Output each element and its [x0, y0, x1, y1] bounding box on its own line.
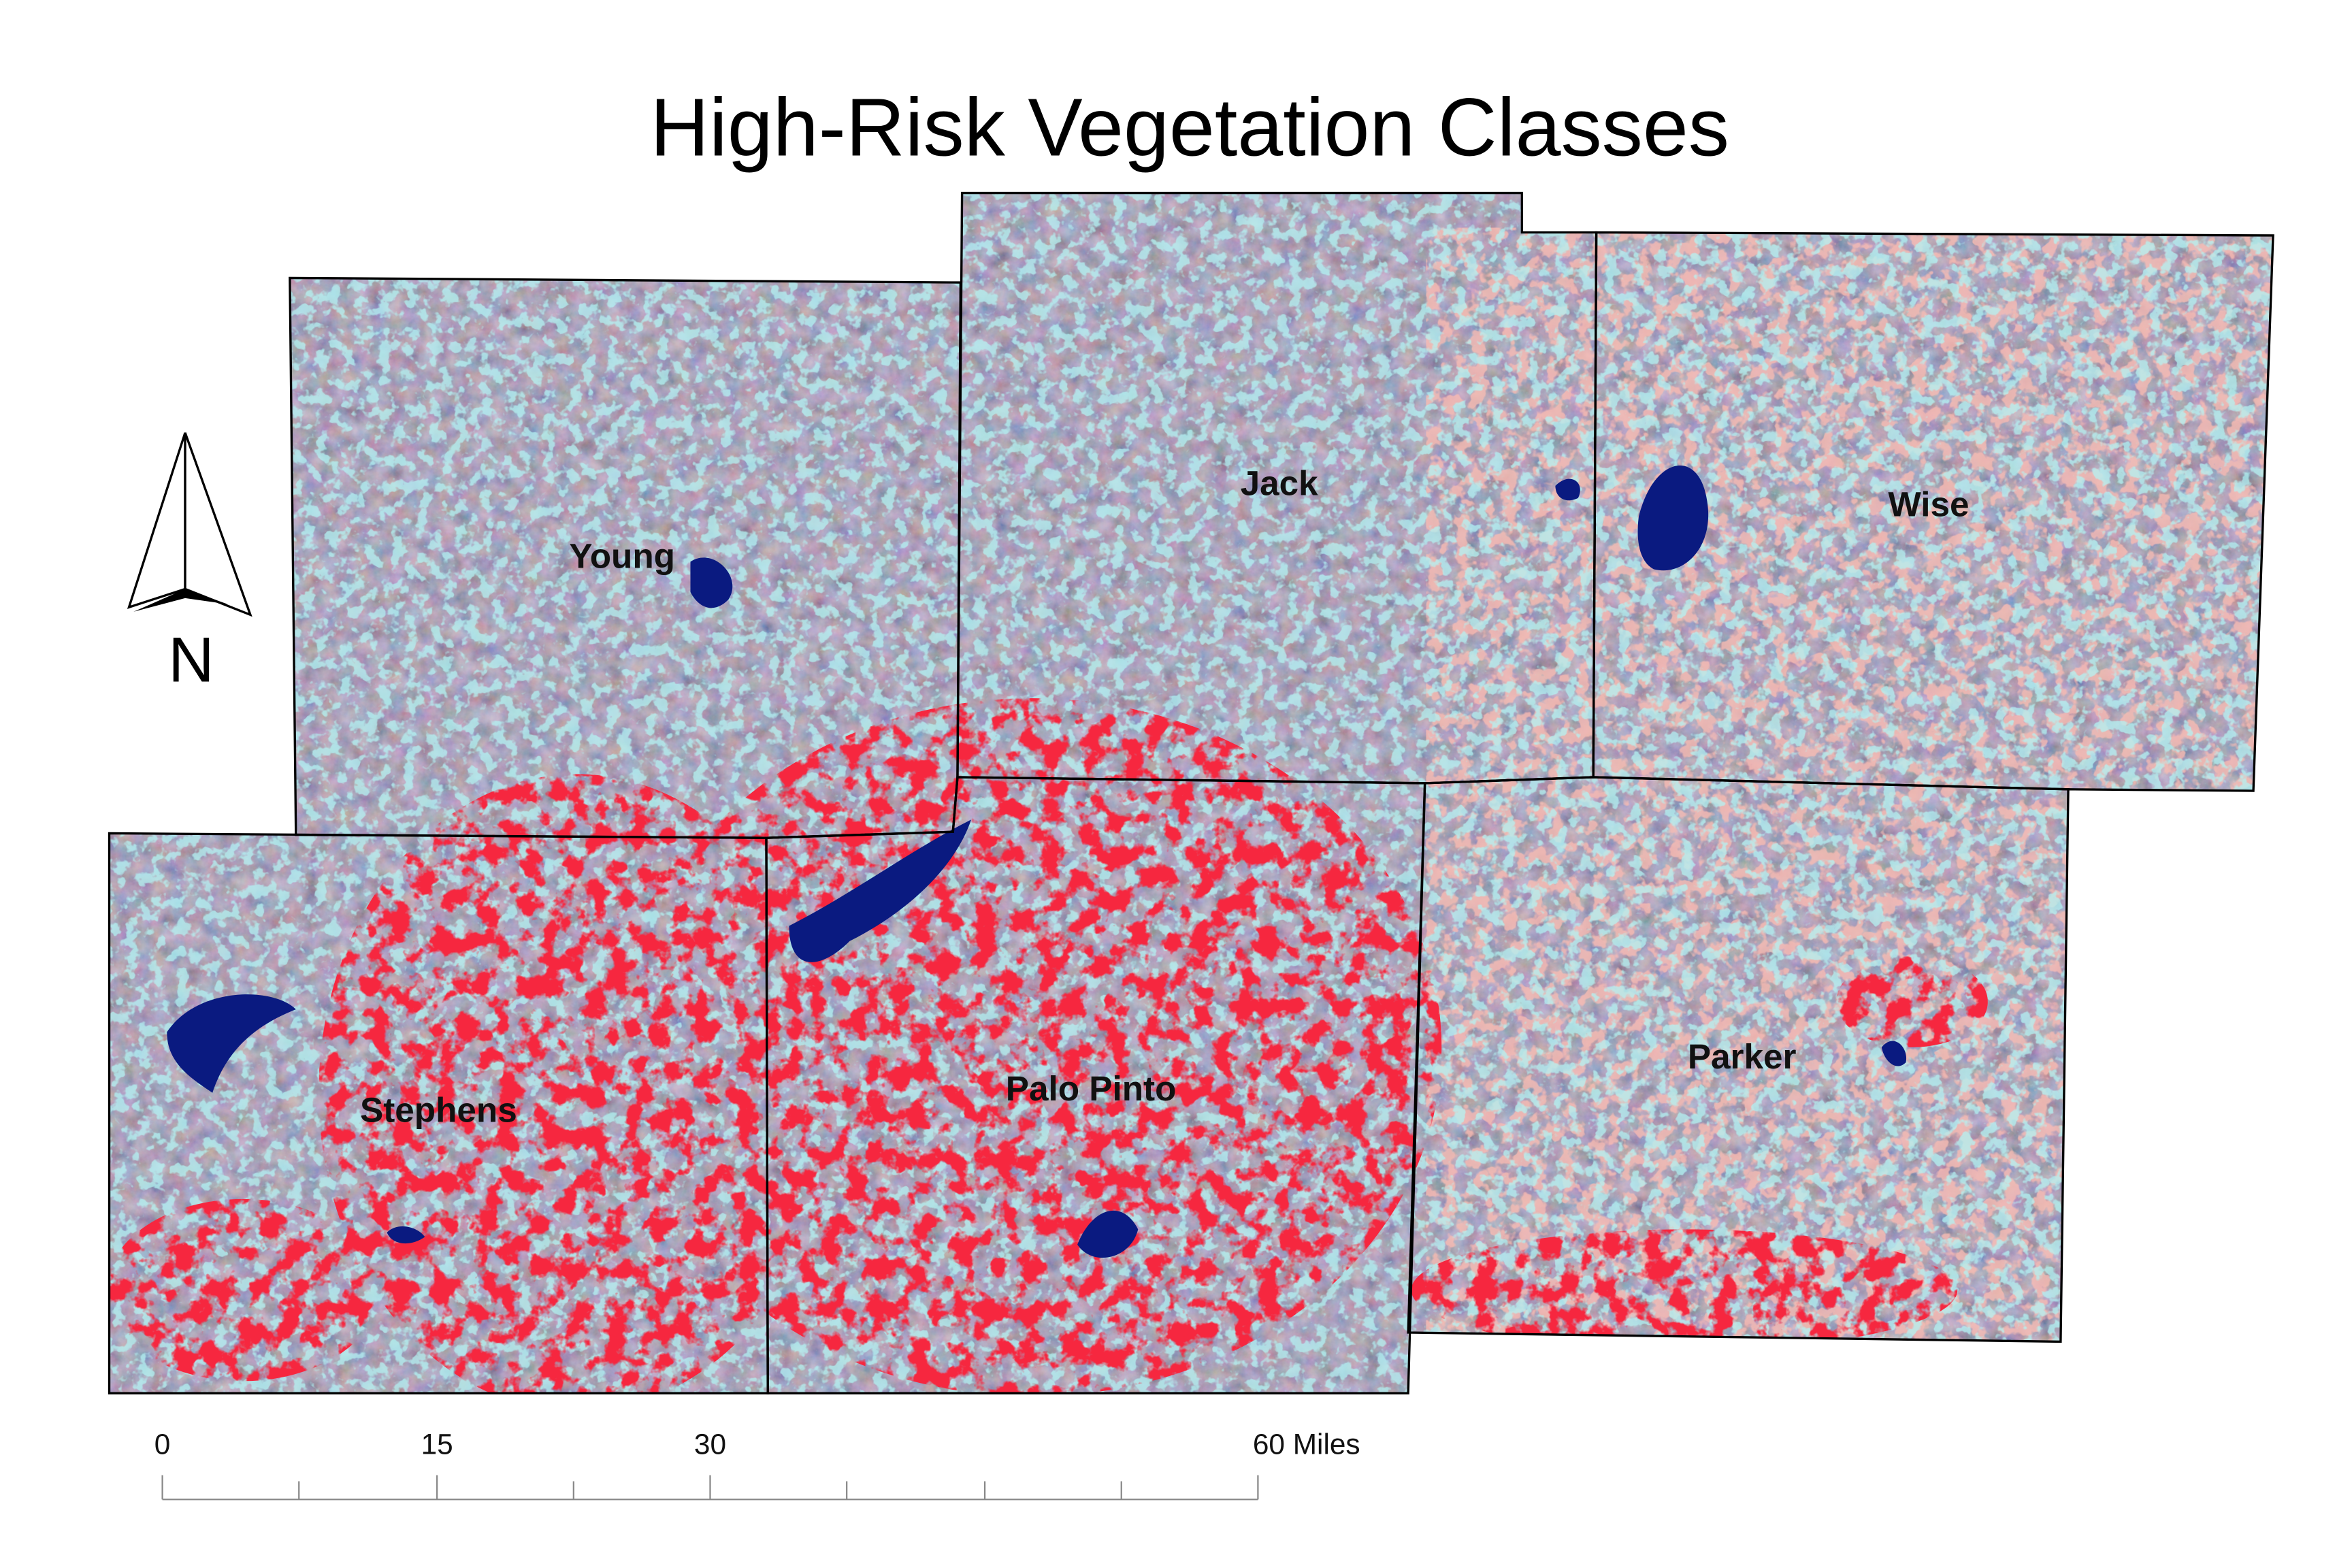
scale-label: 60 Miles [1253, 1428, 1360, 1460]
imagery [109, 193, 2274, 1394]
north-label: N [168, 624, 214, 696]
county-label: Parker [1688, 1037, 1797, 1076]
wise-boundary [1592, 231, 2274, 792]
county-boundaries [108, 191, 2274, 1394]
county-label: Wise [1888, 485, 1969, 524]
north-arrow-left [127, 432, 186, 609]
scale-label: 30 [694, 1428, 726, 1460]
county-label: Palo Pinto [1006, 1069, 1177, 1108]
county-label: Stephens [360, 1090, 517, 1129]
map-title: High-Risk Vegetation Classes [650, 81, 1729, 173]
north-arrow-base [133, 589, 228, 612]
county-label: Jack [1241, 463, 1319, 502]
county-label: Young [569, 536, 675, 575]
parker-boundary [1407, 776, 2070, 1343]
scale-label: 0 [154, 1428, 171, 1460]
north-arrow-right [184, 432, 252, 617]
north-arrow: N [127, 432, 252, 696]
water [167, 465, 1907, 1258]
scale-label: 15 [421, 1428, 453, 1460]
scale-bar [161, 1475, 1259, 1501]
